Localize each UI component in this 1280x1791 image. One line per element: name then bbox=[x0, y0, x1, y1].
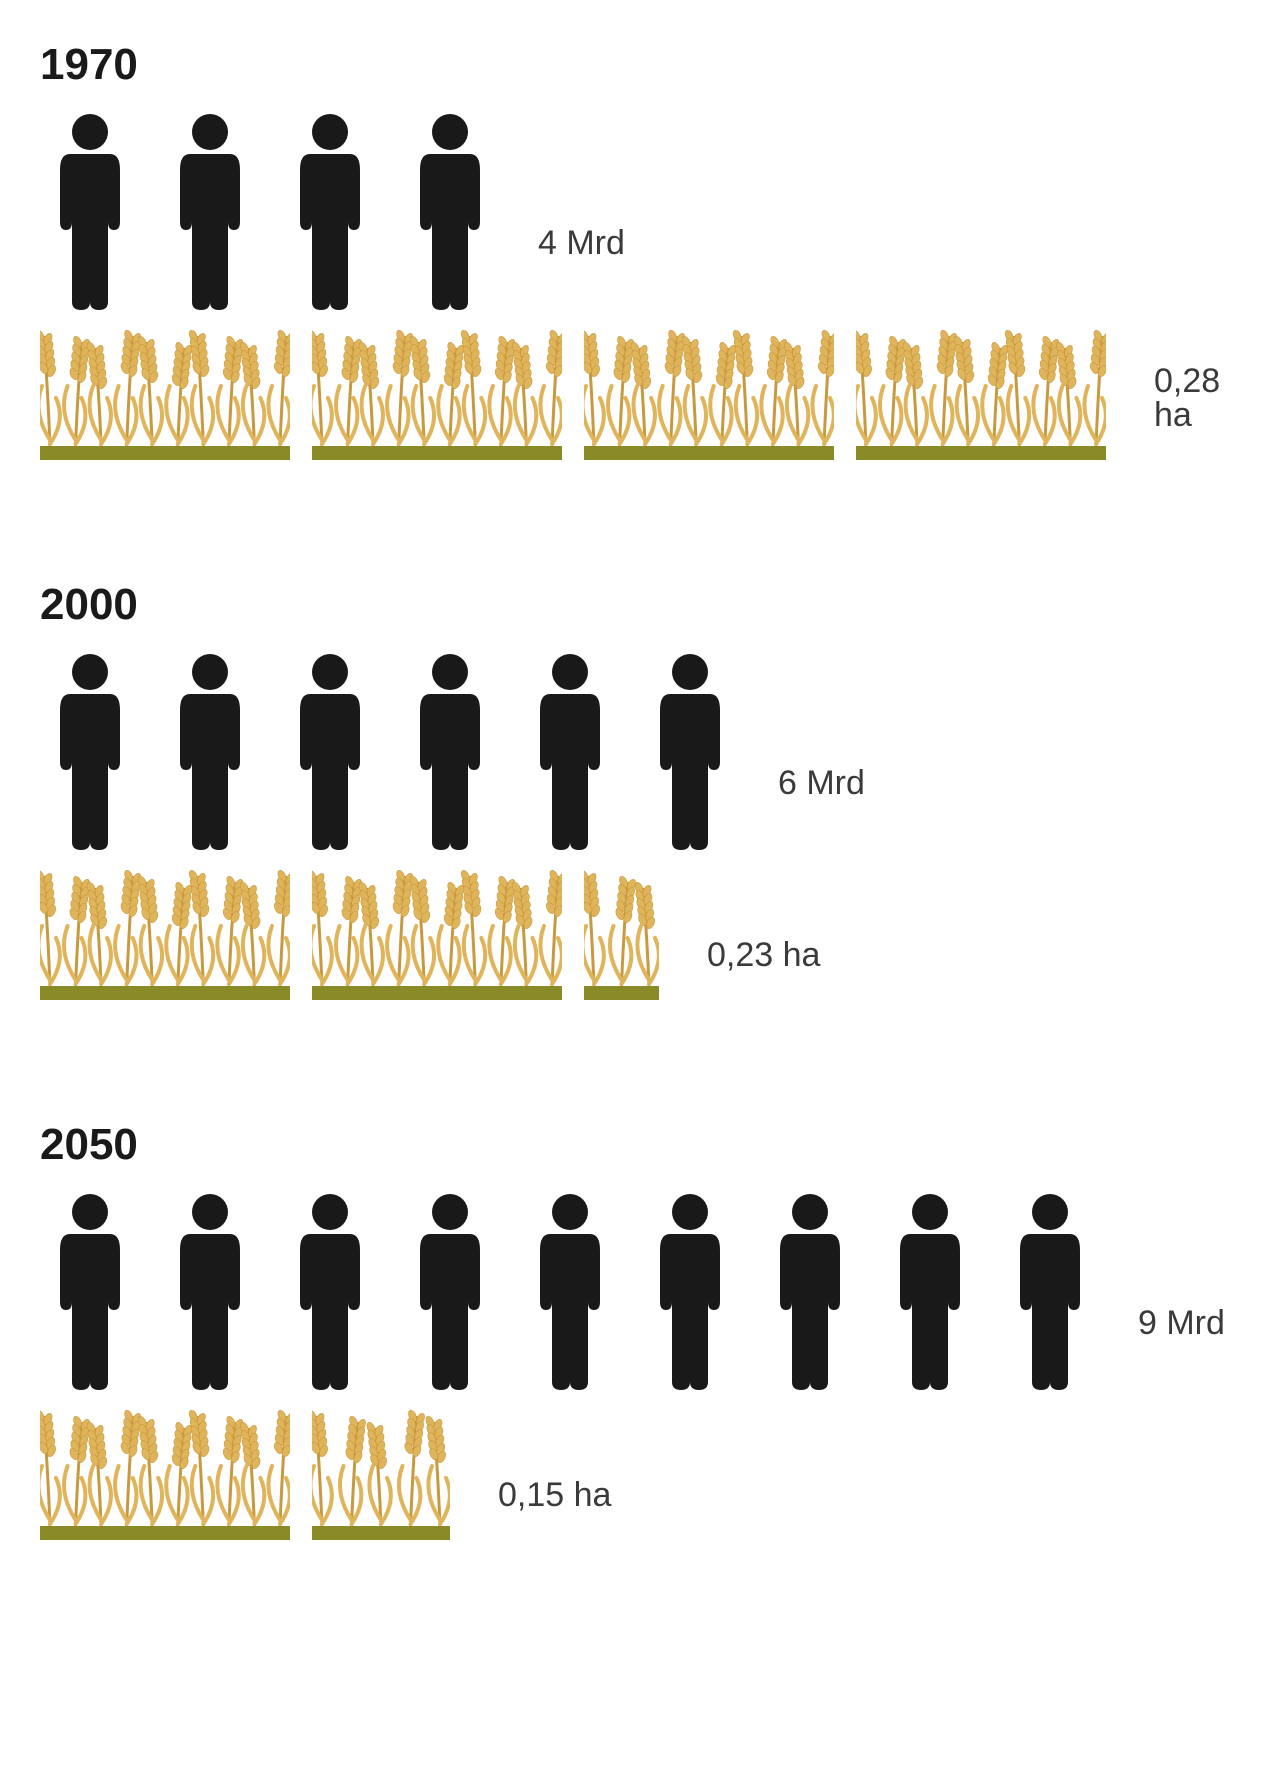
person-icon bbox=[1000, 1190, 1100, 1390]
person-icon bbox=[400, 650, 500, 850]
soil-bar bbox=[584, 986, 659, 1000]
soil-bar bbox=[312, 986, 562, 1000]
population-label: 6 Mrd bbox=[778, 766, 865, 850]
land-row: 0,15 ha bbox=[40, 1408, 1240, 1540]
person-icon bbox=[40, 110, 140, 310]
soil-bar bbox=[40, 446, 290, 460]
land-label: 0,23 ha bbox=[707, 938, 820, 1000]
wheat-icon bbox=[584, 328, 834, 460]
year-heading: 2050 bbox=[40, 1120, 1240, 1170]
person-icon bbox=[520, 650, 620, 850]
wheat-icon bbox=[40, 328, 290, 460]
land-label: 0,15 ha bbox=[498, 1478, 611, 1540]
person-icon bbox=[280, 110, 380, 310]
person-icon bbox=[280, 650, 380, 850]
soil-bar bbox=[312, 1526, 450, 1540]
person-icon bbox=[760, 1190, 860, 1390]
person-icon bbox=[640, 650, 740, 850]
person-icon bbox=[160, 1190, 260, 1390]
land-row: 0,23 ha bbox=[40, 868, 1240, 1000]
soil-bar bbox=[584, 446, 834, 460]
section-1970: 1970 4 Mrd 0,28 ha bbox=[40, 40, 1240, 460]
person-icon bbox=[160, 110, 260, 310]
infographic-root: 1970 4 Mrd 0,28 ha 2000 6 Mrd 0,23 ha 2050 bbox=[40, 40, 1240, 1540]
wheat-icon bbox=[40, 1408, 290, 1540]
wheat-icon bbox=[312, 1408, 450, 1540]
population-label: 4 Mrd bbox=[538, 226, 625, 310]
person-icon bbox=[640, 1190, 740, 1390]
person-icon bbox=[520, 1190, 620, 1390]
soil-bar bbox=[40, 1526, 290, 1540]
year-heading: 1970 bbox=[40, 40, 1240, 90]
section-2000: 2000 6 Mrd 0,23 ha bbox=[40, 580, 1240, 1000]
person-icon bbox=[880, 1190, 980, 1390]
section-2050: 2050 9 Mrd 0,15 ha bbox=[40, 1120, 1240, 1540]
person-icon bbox=[160, 650, 260, 850]
person-icon bbox=[400, 1190, 500, 1390]
population-row: 9 Mrd bbox=[40, 1190, 1240, 1390]
population-label: 9 Mrd bbox=[1138, 1306, 1225, 1390]
population-row: 4 Mrd bbox=[40, 110, 1240, 310]
person-icon bbox=[40, 1190, 140, 1390]
soil-bar bbox=[40, 986, 290, 1000]
soil-bar bbox=[312, 446, 562, 460]
wheat-icon bbox=[40, 868, 290, 1000]
land-row: 0,28 ha bbox=[40, 328, 1240, 460]
wheat-icon bbox=[584, 868, 659, 1000]
wheat-icon bbox=[312, 868, 562, 1000]
person-icon bbox=[280, 1190, 380, 1390]
soil-bar bbox=[856, 446, 1106, 460]
person-icon bbox=[40, 650, 140, 850]
population-row: 6 Mrd bbox=[40, 650, 1240, 850]
person-icon bbox=[400, 110, 500, 310]
wheat-icon bbox=[312, 328, 562, 460]
wheat-icon bbox=[856, 328, 1106, 460]
year-heading: 2000 bbox=[40, 580, 1240, 630]
land-label: 0,28 ha bbox=[1154, 364, 1240, 460]
